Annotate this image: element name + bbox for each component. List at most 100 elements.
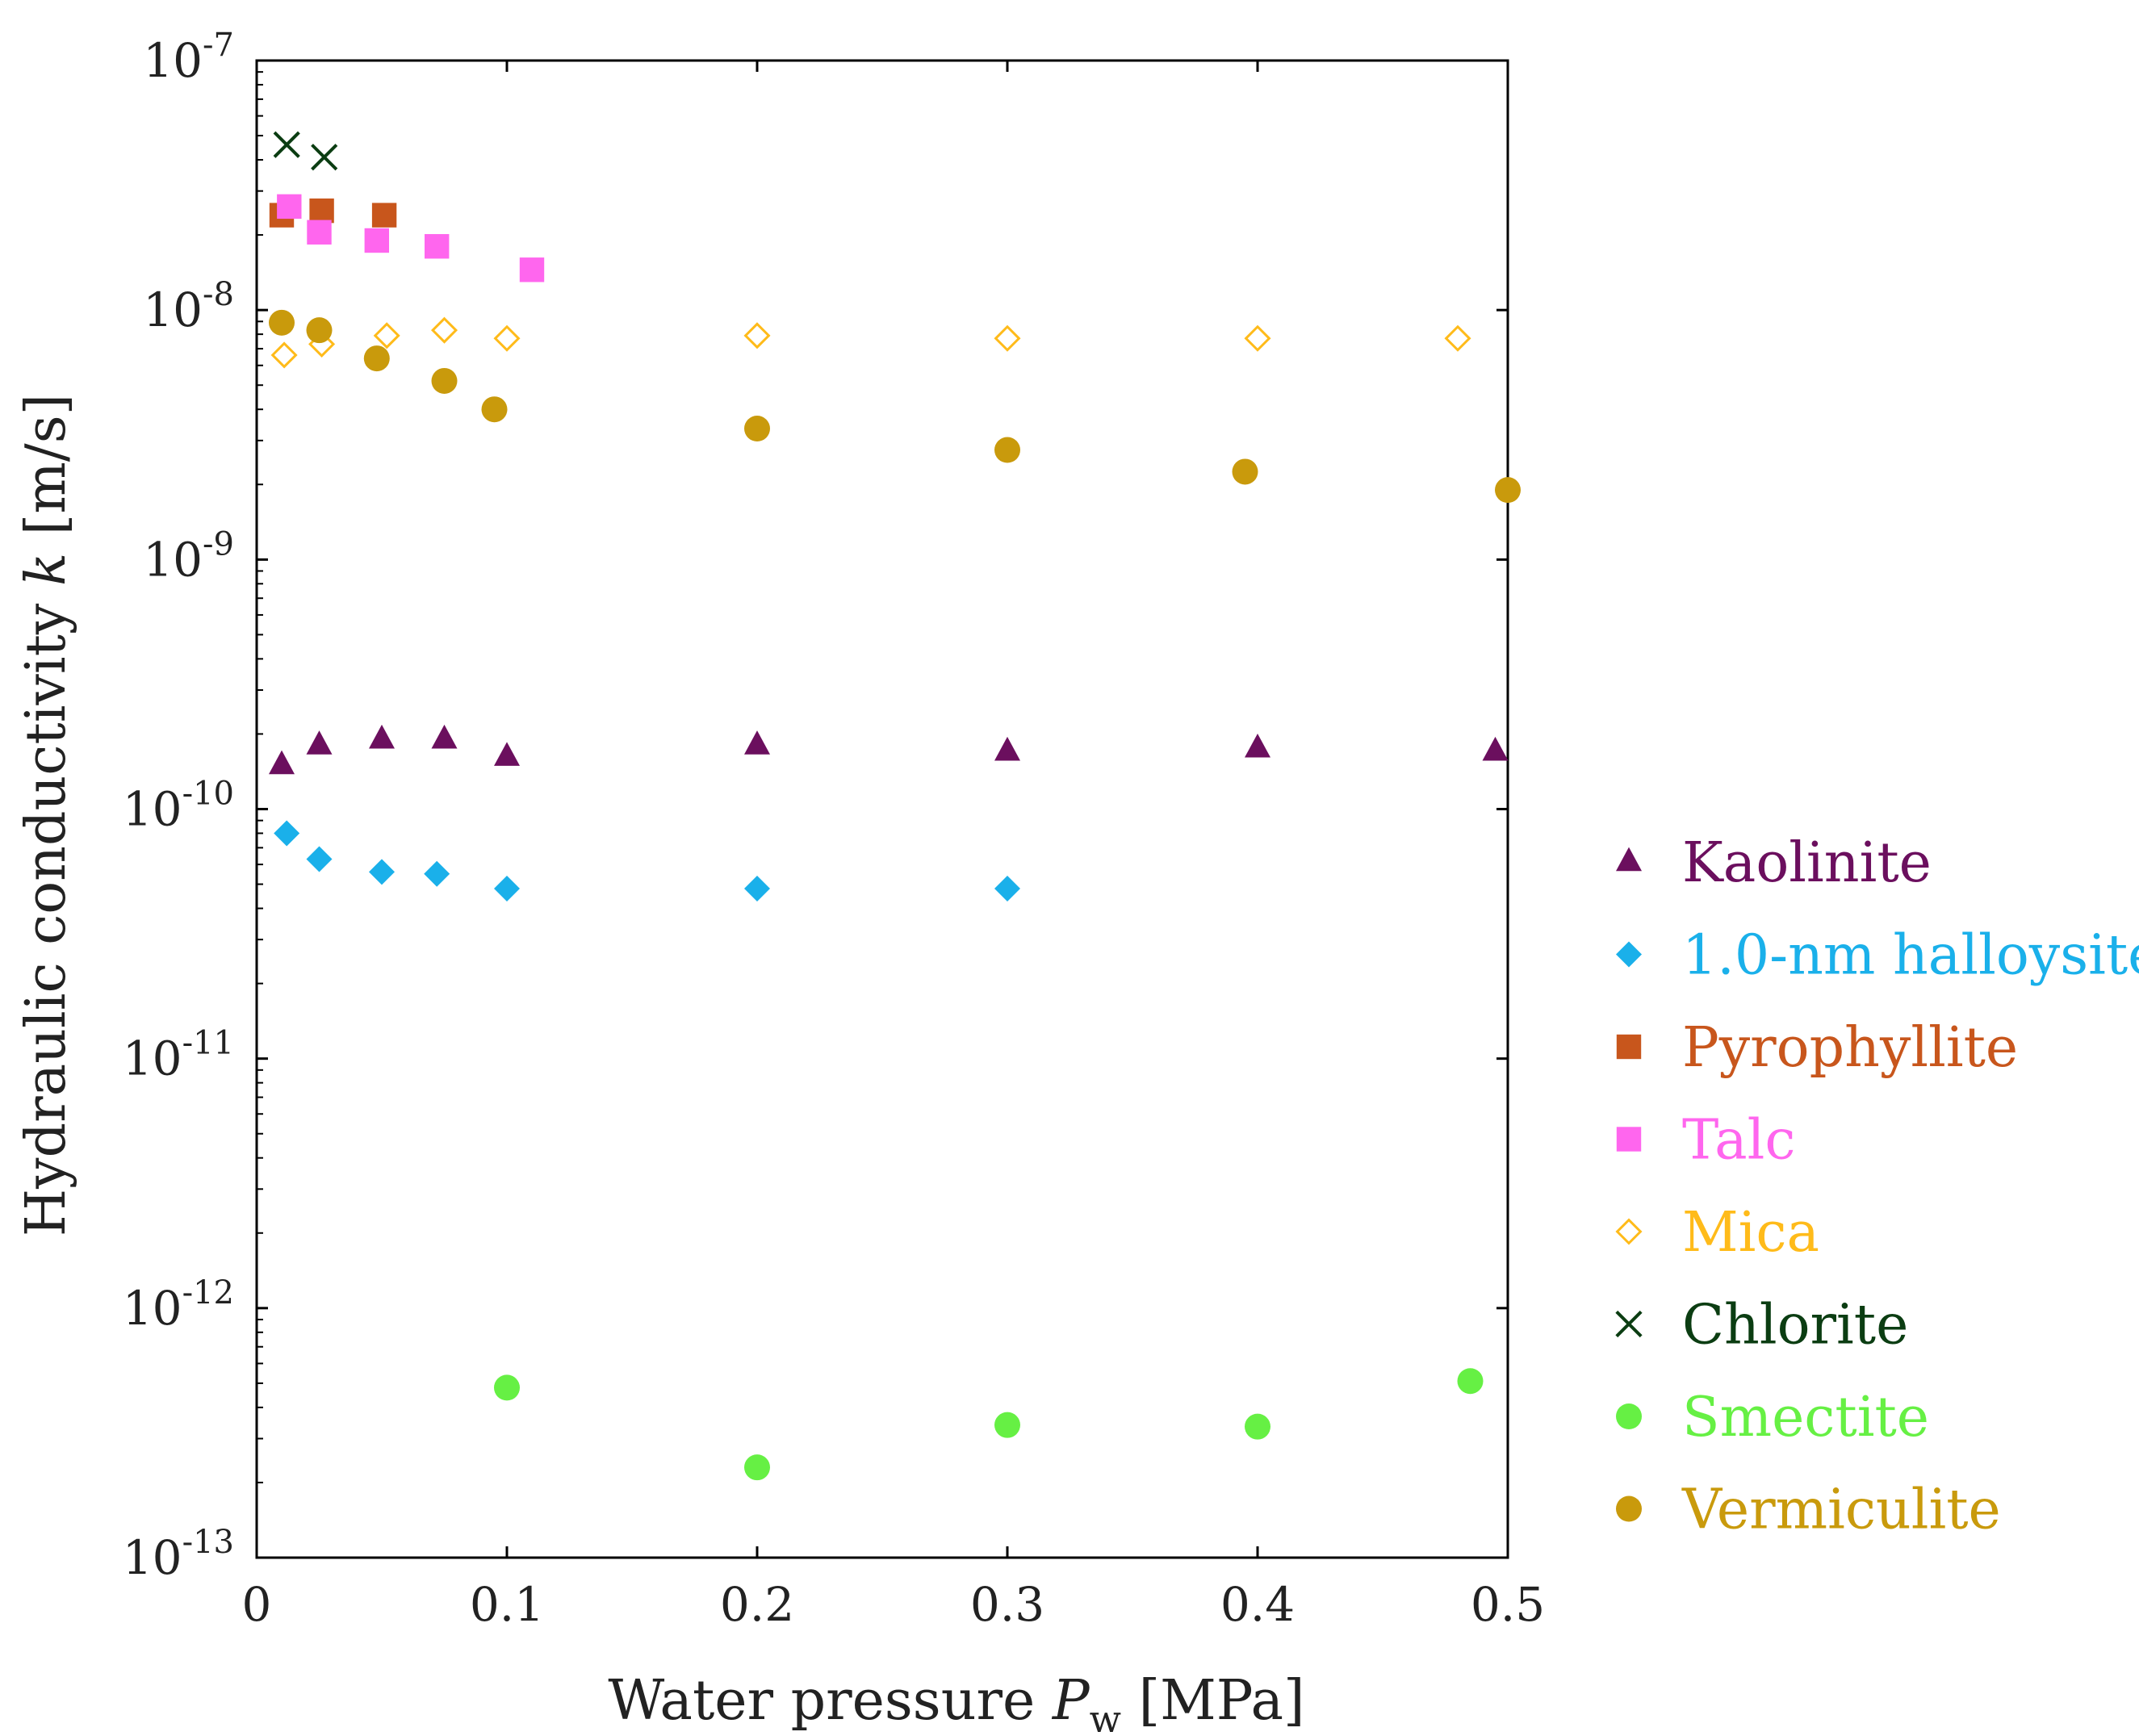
legend-marker-smectite [1616,1403,1642,1429]
series-chlorite [273,131,338,171]
axis-ticks: 0 0.1 0.2 0.3 0.4 0.5 10-7 10-8 10-9 10-10 10-11 10… [123,27,1545,1632]
data-point-vermiculite [306,317,333,344]
data-point-talc [307,220,332,245]
legend-label-1-0-nm-halloysite: 1.0-nm halloysite [1682,924,2139,988]
y-tick-label: 10-9 [143,525,234,587]
legend-item-mica: Mica [1615,1201,1819,1265]
data-point-kaolinite [1482,736,1509,761]
series-talc [277,194,545,282]
legend-marker-pyrophyllite [1616,1034,1642,1060]
plot-frame [255,59,1509,1559]
data-point-mica [743,322,771,349]
y-tick-label: 10-8 [143,276,234,337]
y-tick-label: 10-13 [123,1524,234,1585]
axis-titles: Water pressure Pw [MPa] Hydraulic conduc… [15,394,1305,1736]
data-point-mica [430,316,458,344]
x-tick-label: 0.3 [970,1577,1044,1632]
data-point-smectite [994,1412,1020,1438]
data-point-smectite [1245,1413,1270,1440]
data-point-vermiculite [269,309,295,336]
data-point-1-0-nm-halloysite [306,846,333,872]
data-point-kaolinite [306,730,333,755]
data-point-1-0-nm-halloysite [994,876,1020,902]
data-point-mica [1244,324,1271,352]
data-points [269,131,1521,1481]
data-point-vermiculite [363,345,390,372]
data-point-1-0-nm-halloysite [369,859,395,885]
data-point-1-0-nm-halloysite [494,876,520,902]
legend-label-vermiculite: Vermiculite [1681,1479,2001,1542]
series-1-0-nm-halloysite [274,820,1020,902]
y-tick-label: 10-10 [123,776,234,837]
data-point-smectite [744,1454,770,1481]
data-point-kaolinite [494,742,520,766]
data-point-pyrophyllite [371,203,397,228]
data-point-kaolinite [431,724,458,749]
data-point-vermiculite [1232,458,1258,485]
data-point-1-0-nm-halloysite [744,876,770,902]
legend-label-talc: Talc [1682,1109,1795,1173]
data-point-1-0-nm-halloysite [424,860,450,887]
legend-item-1-0-nm-halloysite: 1.0-nm halloysite [1616,924,2139,988]
data-point-vermiculite [481,396,508,423]
plot-area-border [255,59,1509,1559]
legend-label-kaolinite: Kaolinite [1682,831,1932,895]
y-tick-label: 10-7 [143,27,234,88]
legend-marker-kaolinite [1616,847,1642,872]
legend-marker-vermiculite [1616,1495,1642,1522]
legend-marker-1-0-nm-halloysite [1616,941,1642,968]
data-point-vermiculite [994,437,1020,463]
legend-item-talc: Talc [1616,1109,1795,1173]
data-point-mica [1444,324,1471,352]
data-point-vermiculite [1495,477,1521,504]
data-point-kaolinite [994,736,1020,761]
series-vermiculite [269,309,1521,504]
y-axis-title: Hydraulic conductivity k [m/s] [15,394,78,1236]
legend-item-chlorite: Chlorite [1615,1294,1908,1357]
data-point-talc [425,234,450,259]
data-point-smectite [494,1374,520,1401]
data-point-kaolinite [269,750,295,775]
x-tick-label: 0.5 [1471,1577,1545,1632]
legend-label-smectite: Smectite [1682,1386,1929,1449]
legend-label-mica: Mica [1682,1201,1819,1265]
y-tick-label: 10-12 [123,1274,234,1336]
x-tick-label: 0 [242,1577,272,1632]
x-tick-label: 0.2 [720,1577,794,1632]
data-point-kaolinite [1245,733,1270,758]
series-pyrophyllite [269,198,397,228]
x-axis-title: Water pressure Pw [MPa] [608,1669,1304,1736]
data-point-talc [364,228,389,253]
data-point-kaolinite [369,724,395,749]
data-point-mica [994,324,1021,352]
data-point-mica [373,322,400,349]
series-kaolinite [269,724,1509,775]
data-point-talc [519,257,545,282]
legend-label-pyrophyllite: Pyrophyllite [1682,1016,2018,1080]
data-point-chlorite [273,131,300,158]
series-mica [270,316,1471,369]
legend-item-smectite: Smectite [1616,1386,1929,1449]
data-point-vermiculite [431,367,458,394]
legend-marker-chlorite [1615,1310,1643,1338]
data-point-mica [270,341,298,369]
x-tick-label: 0.1 [470,1577,544,1632]
data-point-vermiculite [744,416,770,442]
data-point-pyrophyllite [309,198,334,224]
legend-item-vermiculite: Vermiculite [1616,1479,2001,1542]
legend-item-kaolinite: Kaolinite [1616,831,1932,895]
data-point-1-0-nm-halloysite [274,820,300,847]
legend-marker-talc [1616,1127,1642,1152]
data-point-chlorite [311,144,338,171]
legend-marker-mica [1615,1218,1643,1245]
data-point-kaolinite [744,730,770,755]
legend-label-chlorite: Chlorite [1682,1294,1908,1357]
data-point-smectite [1457,1368,1484,1395]
data-point-talc [277,194,302,220]
x-tick-label: 0.4 [1220,1577,1295,1632]
legend-item-pyrophyllite: Pyrophyllite [1616,1016,2018,1080]
legend: Kaolinite 1.0-nm halloysite Pyrophyllite Ta… [1615,831,2139,1542]
series-smectite [494,1368,1484,1481]
data-point-mica [493,324,521,352]
